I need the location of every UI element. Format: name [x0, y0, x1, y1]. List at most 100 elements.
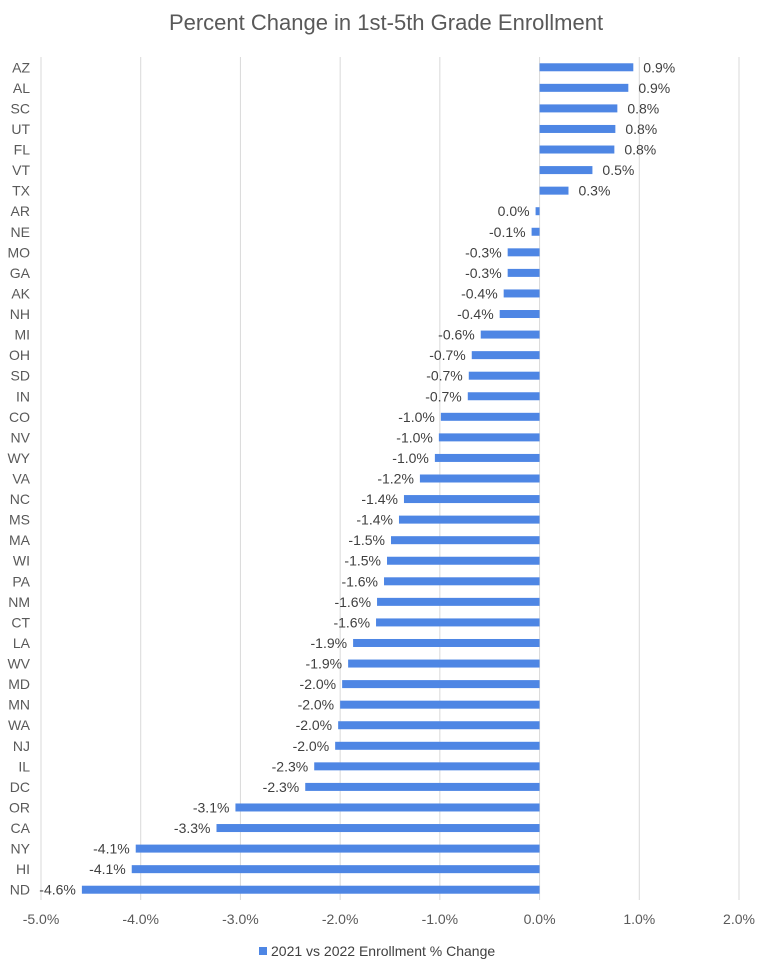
bar: [467, 392, 540, 401]
category-label: NJ: [13, 738, 30, 754]
category-label: NC: [10, 491, 30, 507]
category-label: CA: [11, 820, 31, 836]
category-label: AL: [13, 80, 30, 96]
data-label: 0.8%: [624, 142, 656, 158]
bar: [419, 474, 540, 483]
category-label: WI: [13, 553, 30, 569]
data-labels: 0.9% 0.9% 0.8% 0.8% 0.8% 0.5% 0.3% 0.0% -0.1% -0.…: [39, 59, 675, 897]
bar: [468, 371, 540, 380]
x-tick-label: 1.0%: [623, 911, 655, 927]
bar: [507, 268, 540, 277]
bar: [440, 412, 540, 421]
category-label: NE: [11, 224, 30, 240]
data-label: -2.0%: [293, 738, 330, 754]
bar: [335, 741, 540, 750]
data-label: -1.5%: [344, 553, 381, 569]
x-tick-label: 0.0%: [524, 911, 556, 927]
category-label: AR: [11, 203, 30, 219]
data-label: 0.0%: [498, 203, 530, 219]
bar: [384, 577, 540, 586]
category-label: VA: [12, 471, 30, 487]
category-label: MN: [8, 697, 30, 713]
bar: [398, 515, 540, 524]
category-label: WV: [7, 656, 30, 672]
bar: [342, 680, 540, 689]
data-label: -0.7%: [429, 347, 466, 363]
x-tick-label: -5.0%: [23, 911, 60, 927]
category-label: FL: [14, 142, 31, 158]
data-label: -1.0%: [398, 409, 435, 425]
category-label: GA: [10, 265, 31, 281]
category-label: UT: [11, 121, 30, 137]
bar: [499, 310, 540, 319]
data-label: 0.8%: [625, 121, 657, 137]
bar: [353, 638, 540, 647]
bar: [376, 618, 540, 627]
data-label: -0.7%: [426, 368, 463, 384]
bar: [471, 351, 540, 360]
category-label: WY: [7, 450, 30, 466]
data-label: -3.3%: [174, 820, 211, 836]
category-label: NH: [10, 306, 30, 322]
category-label: NM: [8, 594, 30, 610]
data-label: -1.4%: [356, 512, 393, 528]
bar: [438, 433, 540, 442]
category-label: LA: [13, 635, 31, 651]
x-tick-label: -2.0%: [322, 911, 359, 927]
chart-title: Percent Change in 1st-5th Grade Enrollme…: [169, 10, 603, 35]
category-label: HI: [16, 861, 30, 877]
data-label: -2.0%: [300, 676, 337, 692]
bar: [480, 330, 540, 339]
category-labels: AZ AL SC UT FL VT TX AR NE MO GA AK NH MI OH SD IN CO NV WY…: [7, 59, 30, 897]
bars: [81, 63, 634, 894]
bar: [507, 248, 540, 257]
bar: [314, 762, 540, 771]
data-label: -2.0%: [298, 697, 335, 713]
data-label: 0.5%: [602, 162, 634, 178]
bar: [216, 824, 540, 833]
category-label: CT: [11, 614, 30, 630]
data-label: -1.4%: [361, 491, 398, 507]
bar: [387, 556, 540, 565]
category-label: ND: [10, 882, 30, 898]
x-tick-label: -4.0%: [122, 911, 159, 927]
data-label: -2.0%: [296, 717, 333, 733]
category-label: MS: [9, 512, 30, 528]
data-label: -1.6%: [334, 594, 371, 610]
data-label: -0.3%: [465, 265, 502, 281]
data-label: -1.9%: [306, 656, 343, 672]
category-label: OR: [9, 799, 30, 815]
data-label: -0.6%: [438, 327, 475, 343]
bar: [539, 186, 569, 195]
category-label: IN: [16, 388, 30, 404]
category-label: AZ: [12, 59, 30, 75]
legend-label: 2021 vs 2022 Enrollment % Change: [271, 943, 495, 959]
bar: [390, 536, 540, 545]
data-label: -0.4%: [461, 285, 498, 301]
category-label: MO: [7, 244, 30, 260]
bar: [539, 166, 593, 175]
bar: [539, 124, 616, 133]
data-label: -0.4%: [457, 306, 494, 322]
bar: [539, 104, 618, 113]
bar: [535, 207, 540, 216]
category-label: SD: [11, 368, 30, 384]
data-label: -0.1%: [489, 224, 526, 240]
bar: [539, 145, 615, 154]
bar: [403, 495, 540, 504]
data-label: -1.9%: [311, 635, 348, 651]
category-label: DC: [10, 779, 30, 795]
category-label: MI: [14, 327, 30, 343]
bar: [135, 844, 540, 853]
legend: 2021 vs 2022 Enrollment % Change: [259, 943, 495, 959]
category-label: NY: [11, 841, 31, 857]
category-label: IL: [18, 758, 30, 774]
data-label: -1.5%: [348, 532, 385, 548]
data-label: 0.3%: [578, 183, 610, 199]
data-label: -2.3%: [263, 779, 300, 795]
category-label: AK: [11, 285, 30, 301]
category-label: MD: [8, 676, 30, 692]
bar: [81, 885, 540, 894]
